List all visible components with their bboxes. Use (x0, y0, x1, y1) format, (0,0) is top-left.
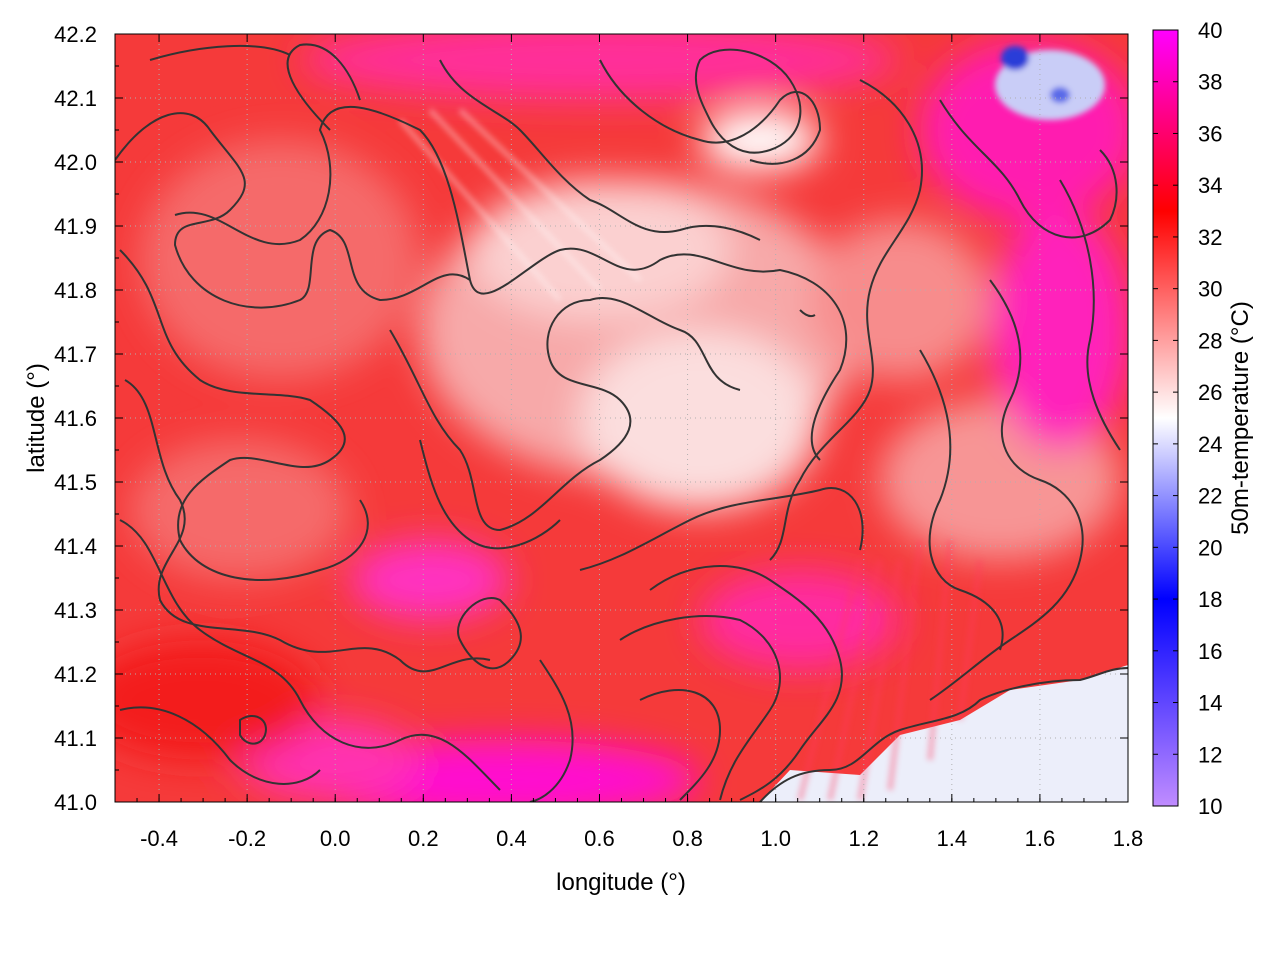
y-tick-label: 41.0 (54, 790, 97, 815)
field-blob (580, 330, 820, 510)
colorbar-tick-label: 14 (1198, 691, 1222, 716)
field-blob (300, 34, 900, 100)
x-tick-label: -0.2 (228, 826, 266, 851)
y-tick-label: 41.6 (54, 406, 97, 431)
grid-lines (115, 34, 1128, 802)
temperature-field (115, 34, 1128, 802)
contour-line (694, 48, 802, 154)
y-tick-label: 41.9 (54, 214, 97, 239)
contour-line (619, 615, 781, 801)
y-tick-label: 41.7 (54, 342, 97, 367)
contour-line (599, 59, 822, 165)
colorbar-tick-label: 26 (1198, 380, 1222, 405)
x-tick-label: 0.4 (496, 826, 527, 851)
cold-spot-secondary (1050, 87, 1070, 103)
field-blob (470, 180, 730, 320)
x-tick-label: -0.4 (140, 826, 178, 851)
x-tick-label: 0.6 (584, 826, 615, 851)
contour-line (119, 519, 501, 791)
x-tick-label: 0.2 (408, 826, 439, 851)
x-tick-label: 0.0 (320, 826, 351, 851)
contour-line (286, 43, 361, 131)
colorbar-tick-label: 22 (1198, 484, 1222, 509)
x-tick-label: 1.6 (1025, 826, 1056, 851)
colorbar-tick-label: 40 (1198, 18, 1222, 43)
colorbar-tick-label: 24 (1198, 432, 1222, 457)
colorbar: 10 12 14 16 18 20 22 24 26 28 30 32 34 36 38 40 50m-tem… (1152, 18, 1254, 819)
contour-line (115, 112, 471, 309)
y-tick-label: 42.1 (54, 86, 97, 111)
y-tick-label: 42.2 (54, 22, 97, 47)
colorbar-tick-label: 18 (1198, 587, 1222, 612)
field-blob (130, 440, 350, 580)
field-streaks (398, 108, 983, 801)
x-axis: -0.4 -0.2 0.0 0.2 0.4 0.6 0.8 1.0 1.2 1.4 1.6 1.8 (114, 34, 1144, 851)
colorbar-fill (1152, 29, 1179, 807)
y-tick-label: 42.0 (54, 150, 97, 175)
field-blobs (115, 34, 1128, 802)
field-blob (115, 640, 320, 760)
colorbar-tick-label: 30 (1198, 277, 1222, 302)
colorbar-tick-label: 28 (1198, 328, 1222, 353)
contour-line (389, 297, 741, 532)
colorbar-ticks: 10 12 14 16 18 20 22 24 26 28 30 32 34 36 38 40 (1153, 18, 1222, 819)
colorbar-tick-label: 16 (1198, 639, 1222, 664)
x-tick-label: 1.0 (760, 826, 791, 851)
contour-line (239, 715, 267, 745)
colorbar-tick-label: 36 (1198, 121, 1222, 146)
field-streak (398, 108, 642, 302)
sea-region (760, 665, 1128, 802)
colorbar-tick-label: 32 (1198, 225, 1222, 250)
y-tick-label: 41.4 (54, 534, 97, 559)
y-tick-label: 41.5 (54, 470, 97, 495)
cold-spot-centre (1001, 46, 1029, 70)
cold-spot (995, 46, 1105, 120)
x-axis-title: longitude (°) (556, 869, 686, 896)
y-axis: 41.0 41.1 41.2 41.3 41.4 41.5 41.6 41.7 41.8 41.9… (54, 22, 1128, 815)
contour-line (439, 59, 761, 241)
contour-line (759, 667, 1128, 802)
y-tick-label: 41.2 (54, 662, 97, 687)
contour-line (419, 439, 561, 550)
x-tick-label: 1.2 (848, 826, 879, 851)
field-blob (810, 220, 990, 380)
y-tick-label: 41.3 (54, 598, 97, 623)
colorbar-tick-label: 38 (1198, 70, 1222, 95)
contour-line (457, 597, 522, 670)
contour-line (649, 565, 843, 801)
contour-line (919, 349, 1004, 651)
contour-line (639, 689, 722, 801)
x-tick-label: 1.4 (937, 826, 968, 851)
contour-line (149, 44, 291, 61)
field-blob (700, 110, 820, 170)
field-streak (797, 539, 983, 801)
colorbar-tick-label: 34 (1198, 173, 1222, 198)
x-tick-label: 1.8 (1113, 826, 1144, 851)
contour-line (1059, 179, 1121, 451)
contour-line (124, 379, 491, 673)
contour-line (119, 706, 321, 785)
field-blob (140, 140, 420, 380)
y-tick-label: 41.8 (54, 278, 97, 303)
contour-line (119, 249, 369, 581)
y-axis-title: latitude (°) (23, 363, 50, 473)
colorbar-tick-label: 20 (1198, 535, 1222, 560)
colorbar-tick-label: 10 (1198, 794, 1222, 819)
contour-line (529, 659, 574, 802)
field-blob (990, 210, 1128, 450)
field-blob (350, 540, 510, 620)
contour-line (579, 487, 864, 571)
colorbar-tick-label: 12 (1198, 742, 1222, 767)
x-tick-label: 0.8 (672, 826, 703, 851)
contour-line (799, 309, 816, 318)
contour-line (939, 99, 1118, 239)
colorbar-title: 50m-temperature (°C) (1227, 301, 1254, 535)
contour-line (174, 105, 848, 461)
contour-line (769, 79, 923, 561)
y-tick-label: 41.1 (54, 726, 97, 751)
contour-lines (115, 43, 1128, 802)
